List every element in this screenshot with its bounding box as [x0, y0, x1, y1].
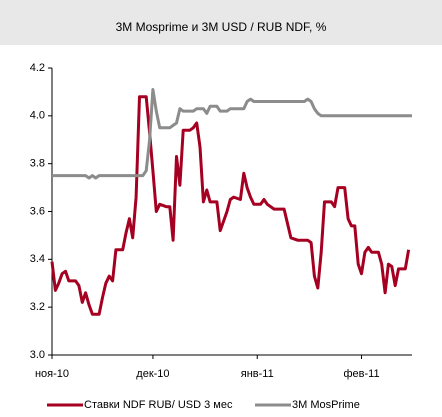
y-tick-label: 3.4 — [30, 253, 45, 265]
legend-label: 3M MosPrime — [292, 399, 360, 411]
legend-label: Ставки NDF RUB/ USD 3 мес — [84, 399, 233, 411]
x-tick-label: янв-11 — [241, 368, 274, 380]
y-tick-label: 3.6 — [30, 205, 45, 217]
series-line — [52, 88, 412, 180]
x-tick-label: дек-10 — [136, 368, 169, 380]
y-tick-label: 3.8 — [30, 158, 45, 170]
x-tick-label: ноя-10 — [35, 368, 69, 380]
series-line — [50, 95, 411, 316]
title-band — [0, 0, 442, 45]
y-tick-label: 3.2 — [30, 301, 45, 313]
y-tick-label: 4.2 — [30, 62, 45, 74]
y-tick-label: 4.0 — [30, 110, 45, 122]
x-tick-label: фев-11 — [343, 368, 379, 380]
y-tick-label: 3.0 — [30, 349, 45, 361]
chart-title: 3M Mosprime и 3M USD / RUB NDF, % — [116, 20, 327, 34]
